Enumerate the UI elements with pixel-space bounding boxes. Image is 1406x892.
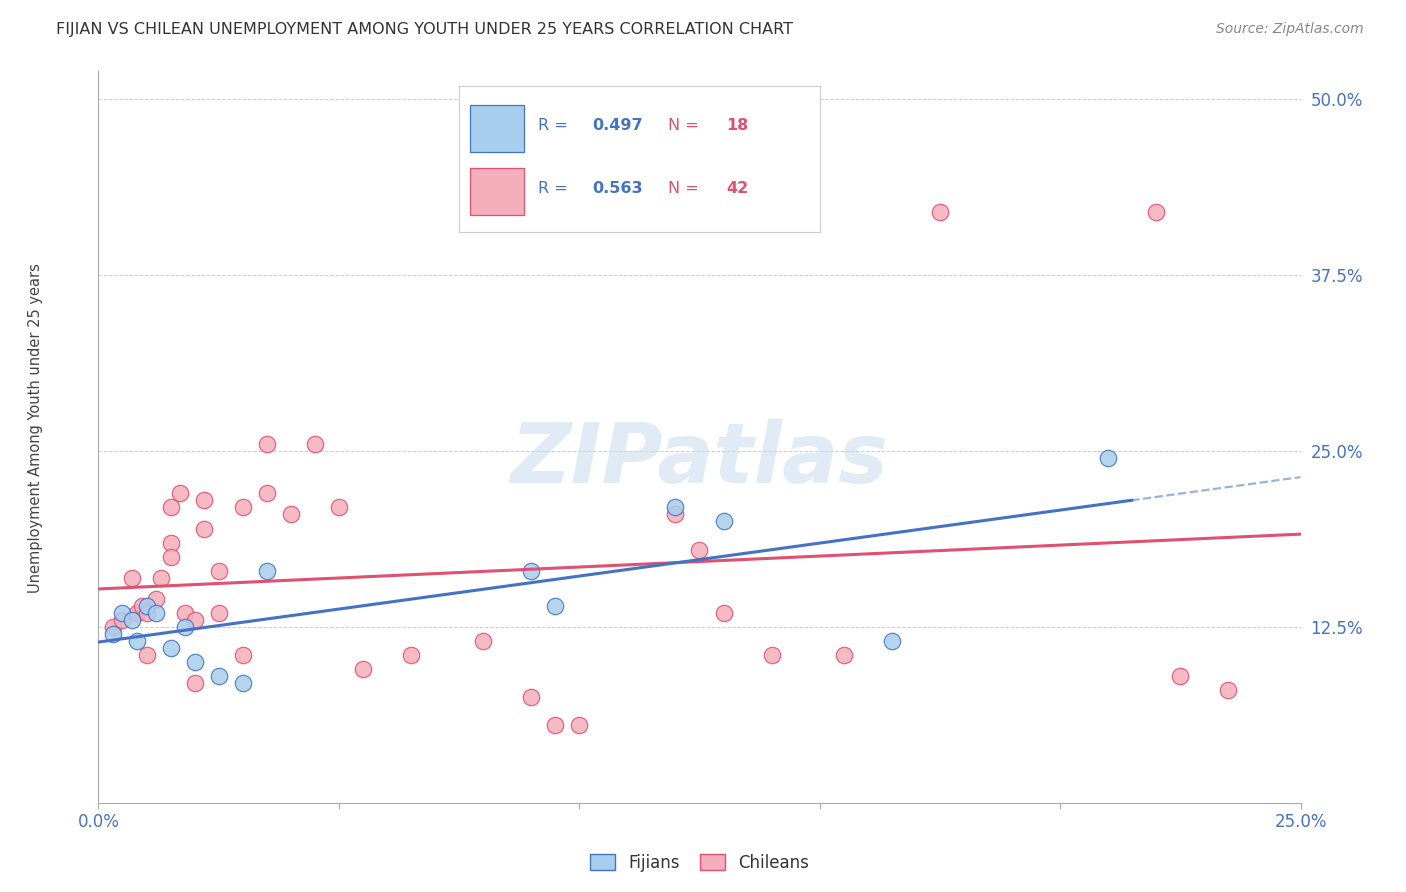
Point (149, 571, 172, 585)
Point (174, 606, 197, 620)
Point (121, 571, 143, 585)
Point (135, 606, 157, 620)
Point (256, 437, 278, 451)
Point (101, 627, 124, 641)
Point (761, 648, 783, 662)
Text: Source: ZipAtlas.com: Source: ZipAtlas.com (1216, 22, 1364, 37)
Point (125, 606, 148, 620)
Point (169, 486, 191, 500)
Point (208, 606, 231, 620)
Point (159, 641, 181, 656)
Point (232, 648, 254, 662)
Point (544, 718, 567, 732)
Point (145, 606, 167, 620)
Text: Unemployment Among Youth under 25 years: Unemployment Among Youth under 25 years (28, 263, 42, 593)
Text: FIJIAN VS CHILEAN UNEMPLOYMENT AMONG YOUTH UNDER 25 YEARS CORRELATION CHART: FIJIAN VS CHILEAN UNEMPLOYMENT AMONG YOU… (56, 22, 793, 37)
Point (159, 500, 181, 515)
Point (208, 669, 231, 683)
Point (183, 613, 205, 627)
Point (121, 613, 143, 627)
Point (472, 634, 495, 648)
Point (174, 620, 197, 634)
Point (328, 500, 350, 515)
Point (135, 599, 157, 613)
Point (125, 634, 148, 648)
Point (1218, 683, 1240, 698)
Point (1144, 205, 1167, 219)
Point (280, 508, 302, 522)
Point (713, 606, 735, 620)
Point (399, 648, 422, 662)
Point (159, 549, 181, 564)
Point (131, 599, 153, 613)
Point (568, 718, 591, 732)
Point (232, 676, 254, 690)
Point (135, 648, 157, 662)
Point (664, 500, 686, 515)
Point (101, 620, 124, 634)
Point (208, 564, 231, 578)
Point (256, 564, 278, 578)
Point (520, 690, 543, 705)
Point (193, 493, 215, 508)
Point (713, 515, 735, 529)
Point (688, 542, 710, 557)
Point (520, 564, 543, 578)
Point (832, 648, 855, 662)
Legend: Fijians, Chileans: Fijians, Chileans (583, 847, 815, 879)
Point (232, 500, 254, 515)
Point (928, 205, 950, 219)
Point (1097, 451, 1119, 466)
Point (193, 521, 215, 535)
Point (1170, 669, 1192, 683)
Point (352, 662, 374, 676)
Point (111, 606, 134, 620)
Point (880, 634, 903, 648)
Point (111, 613, 134, 627)
Point (304, 437, 326, 451)
Point (544, 599, 567, 613)
Point (664, 508, 686, 522)
Point (183, 655, 205, 669)
Point (183, 676, 205, 690)
Text: ZIPatlas: ZIPatlas (510, 418, 889, 500)
Point (159, 535, 181, 549)
Point (256, 486, 278, 500)
Point (145, 591, 167, 606)
